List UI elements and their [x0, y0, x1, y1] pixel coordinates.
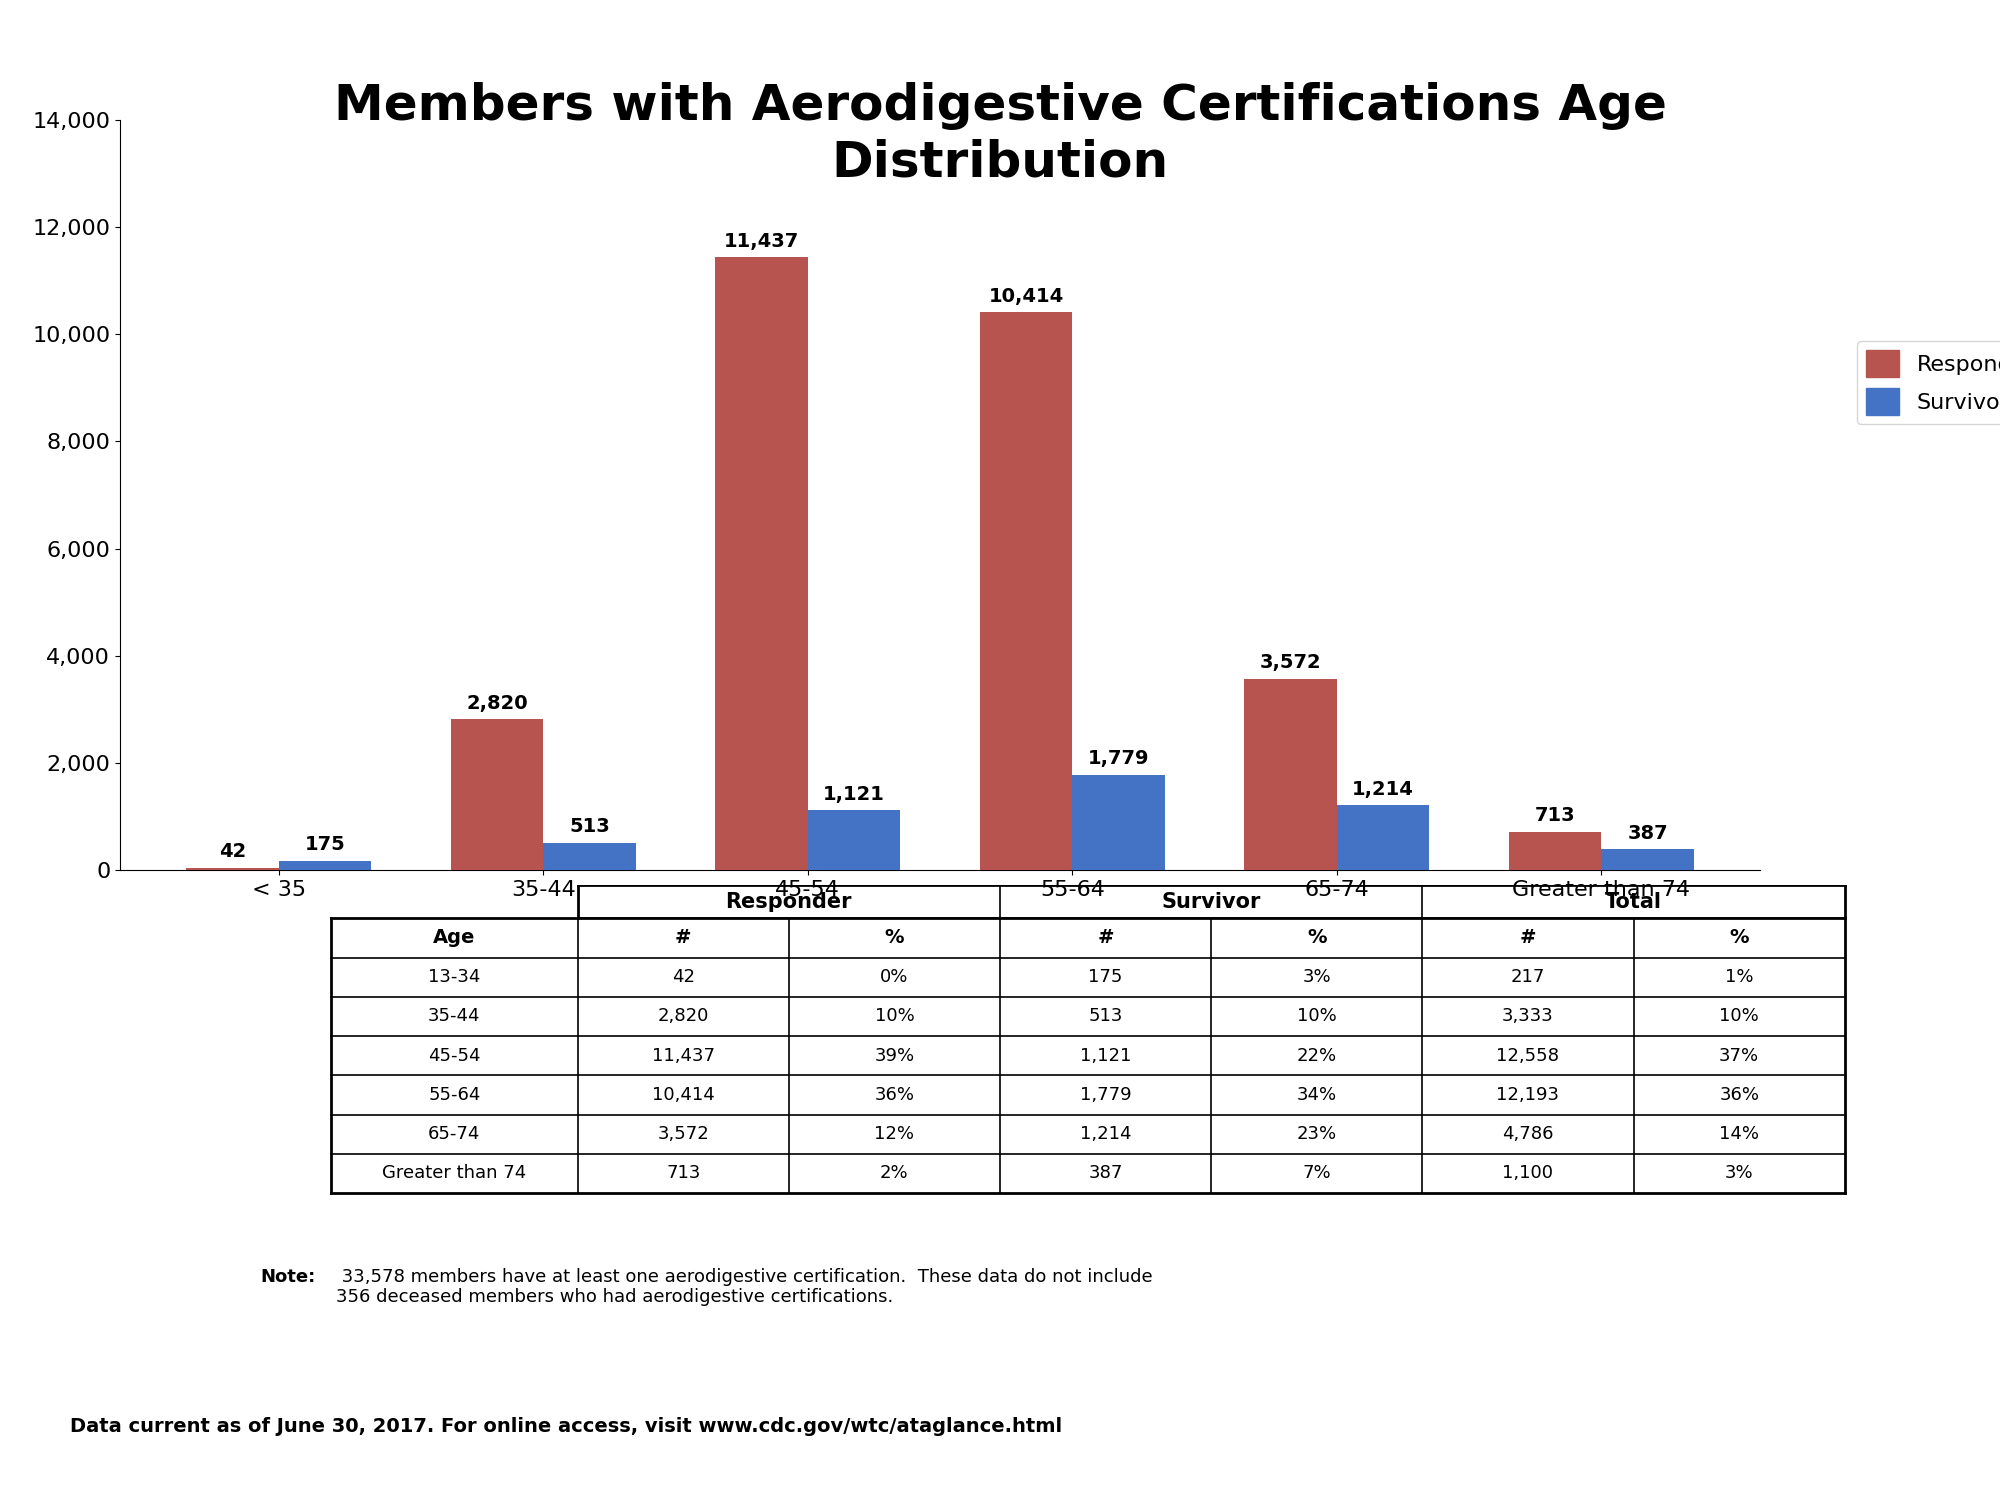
Text: 12,193: 12,193 — [1496, 1086, 1560, 1104]
Text: %: % — [884, 928, 904, 948]
Text: Total: Total — [1606, 891, 1662, 912]
Text: Age: Age — [434, 928, 476, 948]
Text: 1,779: 1,779 — [1080, 1086, 1132, 1104]
Text: 175: 175 — [304, 836, 346, 854]
Text: 45-54: 45-54 — [428, 1047, 480, 1065]
Text: 4,786: 4,786 — [1502, 1125, 1554, 1143]
Text: 713: 713 — [1534, 807, 1576, 825]
Text: 10%: 10% — [1296, 1008, 1336, 1026]
Text: 3%: 3% — [1302, 968, 1332, 986]
Text: 1,779: 1,779 — [1088, 750, 1150, 768]
Text: 387: 387 — [1628, 824, 1668, 843]
Text: %: % — [1308, 928, 1326, 948]
Text: 42: 42 — [218, 843, 246, 861]
Text: 34%: 34% — [1296, 1086, 1336, 1104]
Text: 713: 713 — [666, 1164, 700, 1182]
Text: Responder: Responder — [726, 891, 852, 912]
Text: 1,121: 1,121 — [824, 784, 884, 804]
Text: Note:: Note: — [260, 1268, 316, 1286]
Text: 22%: 22% — [1296, 1047, 1336, 1065]
Text: 14%: 14% — [1720, 1125, 1760, 1143]
Text: 13-34: 13-34 — [428, 968, 480, 986]
Text: 217: 217 — [1510, 968, 1546, 986]
Bar — [450, 718, 544, 870]
Text: 3,333: 3,333 — [1502, 1008, 1554, 1026]
Bar — [980, 312, 1072, 870]
Text: 36%: 36% — [874, 1086, 914, 1104]
Text: 39%: 39% — [874, 1047, 914, 1065]
Text: %: % — [1730, 928, 1748, 948]
Text: 33,578 members have at least one aerodigestive certification.  These data do not: 33,578 members have at least one aerodig… — [336, 1268, 1152, 1306]
Text: 55-64: 55-64 — [428, 1086, 480, 1104]
Text: 11,437: 11,437 — [652, 1047, 714, 1065]
Bar — [1508, 833, 1602, 870]
Text: 1,100: 1,100 — [1502, 1164, 1554, 1182]
Bar — [278, 861, 372, 870]
Text: Members with Aerodigestive Certifications Age
Distribution: Members with Aerodigestive Certification… — [334, 82, 1666, 186]
Text: 513: 513 — [1088, 1008, 1122, 1026]
Text: 10%: 10% — [1720, 1008, 1760, 1026]
Text: 10%: 10% — [874, 1008, 914, 1026]
Bar — [544, 843, 636, 870]
Text: Data current as of June 30, 2017. For online access, visit www.cdc.gov/wtc/atagl: Data current as of June 30, 2017. For on… — [70, 1418, 1062, 1437]
Bar — [186, 867, 278, 870]
Text: #: # — [1520, 928, 1536, 948]
Text: 37%: 37% — [1720, 1047, 1760, 1065]
Bar — [1072, 774, 1164, 870]
Text: 513: 513 — [570, 818, 610, 836]
Text: 12,558: 12,558 — [1496, 1047, 1560, 1065]
Text: 10,414: 10,414 — [652, 1086, 714, 1104]
Text: Greater than 74: Greater than 74 — [382, 1164, 526, 1182]
Text: 3,572: 3,572 — [658, 1125, 710, 1143]
Text: #: # — [674, 928, 692, 948]
Bar — [1244, 678, 1336, 870]
Text: 42: 42 — [672, 968, 694, 986]
Text: 7%: 7% — [1302, 1164, 1332, 1182]
Text: 65-74: 65-74 — [428, 1125, 480, 1143]
Bar — [1336, 806, 1430, 870]
Text: #: # — [1098, 928, 1114, 948]
Text: 2%: 2% — [880, 1164, 908, 1182]
Text: 1,214: 1,214 — [1352, 780, 1414, 798]
Legend: Responder, Survivor: Responder, Survivor — [1856, 340, 2000, 424]
Text: 1%: 1% — [1724, 968, 1754, 986]
Text: 387: 387 — [1088, 1164, 1122, 1182]
Text: 175: 175 — [1088, 968, 1122, 986]
Text: 36%: 36% — [1720, 1086, 1760, 1104]
Text: 12%: 12% — [874, 1125, 914, 1143]
Text: 2,820: 2,820 — [658, 1008, 708, 1026]
Text: 2,820: 2,820 — [466, 693, 528, 712]
Text: 0%: 0% — [880, 968, 908, 986]
Text: Survivor: Survivor — [1162, 891, 1260, 912]
Text: 11,437: 11,437 — [724, 232, 800, 250]
Text: 1,121: 1,121 — [1080, 1047, 1132, 1065]
Text: 3,572: 3,572 — [1260, 652, 1322, 672]
Text: 23%: 23% — [1296, 1125, 1336, 1143]
Bar — [1602, 849, 1694, 870]
Text: 35-44: 35-44 — [428, 1008, 480, 1026]
Text: 1,214: 1,214 — [1080, 1125, 1132, 1143]
Text: 10,414: 10,414 — [988, 286, 1064, 306]
Bar — [808, 810, 900, 870]
Text: 3%: 3% — [1724, 1164, 1754, 1182]
Bar — [716, 258, 808, 870]
